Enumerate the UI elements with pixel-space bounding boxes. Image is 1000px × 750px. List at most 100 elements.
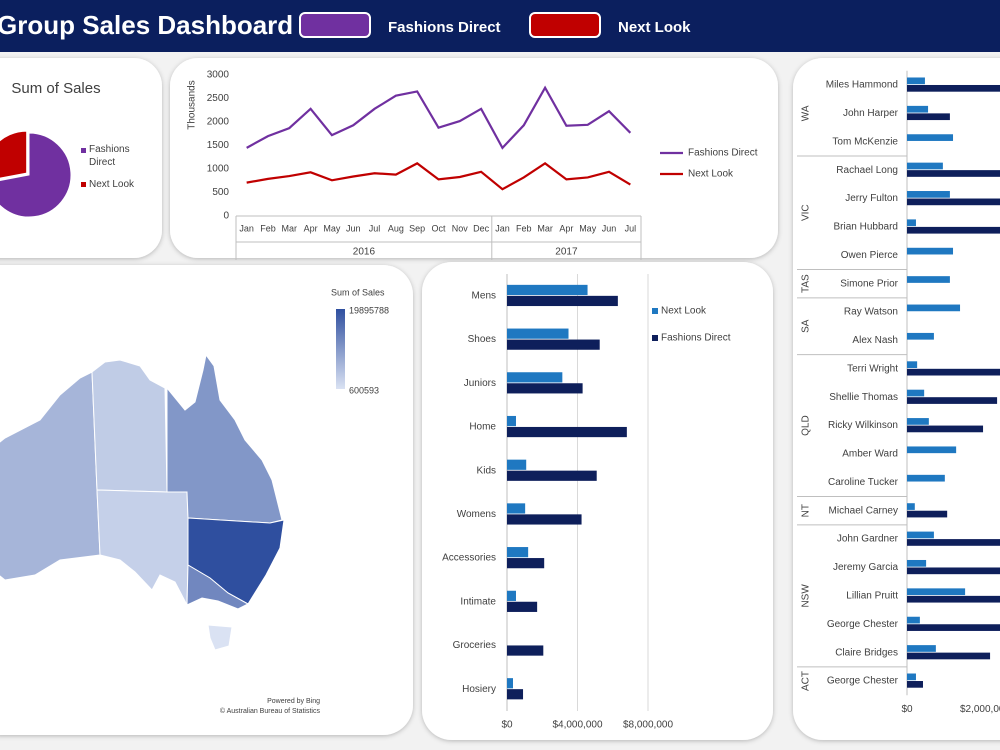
bar <box>907 368 1000 376</box>
bar <box>907 673 916 681</box>
y-tick-label: Jeremy Garcia <box>833 562 898 573</box>
bar <box>907 616 920 624</box>
y-tick-label: 2000 <box>207 117 230 128</box>
y-tick-label: 3000 <box>207 70 230 81</box>
legend-entry: Fashions Direct <box>89 144 130 168</box>
group-label: TAS <box>801 274 812 293</box>
bar <box>907 503 915 510</box>
y-tick-label: Mens <box>472 290 496 301</box>
region[interactable] <box>207 624 233 651</box>
y-tick-label: George Chester <box>827 619 899 630</box>
y-tick-label: Hosiery <box>462 684 496 695</box>
bar <box>507 459 527 470</box>
legend-swatch[interactable] <box>529 12 601 38</box>
x-tick-label: Nov <box>452 223 469 233</box>
legend-label: Next Look <box>688 169 734 180</box>
bar <box>507 547 529 558</box>
x-tick-label: $0 <box>501 720 513 731</box>
bar <box>907 226 1000 234</box>
y-tick-label: John Gardner <box>837 534 899 545</box>
bar <box>907 624 1000 631</box>
y-tick-label: Accessories <box>442 553 496 564</box>
bar <box>907 276 950 283</box>
legend-label: Next Look <box>89 179 135 190</box>
group-label: SA <box>801 319 812 333</box>
bar <box>907 77 925 85</box>
x-tick-label: Jul <box>369 223 381 233</box>
region[interactable] <box>166 353 283 524</box>
y-tick-label: Brian Hubbard <box>834 222 898 233</box>
y-tick-label: Shoes <box>468 334 496 345</box>
legend-label: Fashions Direct <box>661 333 731 344</box>
x-tick-label: Dec <box>473 223 490 233</box>
legend-label[interactable]: Next Look <box>618 19 691 36</box>
y-tick-label: Tom McKenzie <box>832 136 898 147</box>
pie-slice <box>0 132 72 218</box>
x-tick-label: Mar <box>537 223 553 233</box>
bar <box>907 247 954 255</box>
legend-label: Fashions Direct <box>688 148 758 159</box>
bar <box>907 105 929 113</box>
bar <box>907 474 945 482</box>
header-bar <box>0 0 1000 52</box>
bar <box>907 389 925 397</box>
x-tick-label: $0 <box>901 704 913 715</box>
bar <box>907 645 936 652</box>
legend-label: Next Look <box>661 306 707 317</box>
y-tick-label: Shellie Thomas <box>829 392 898 403</box>
y-tick-label: Home <box>469 422 496 433</box>
bar <box>907 397 998 404</box>
y-tick-label: Kids <box>477 465 496 476</box>
pie-title: Sum of Sales <box>11 80 100 97</box>
bar <box>907 595 1000 603</box>
legend-swatch[interactable] <box>299 12 371 38</box>
bar <box>907 198 1000 206</box>
bar <box>907 191 950 198</box>
y-tick-label: Juniors <box>464 378 496 389</box>
group-label: VIC <box>801 204 812 221</box>
bar <box>907 652 991 660</box>
map-credit: © Australian Bureau of Statistics <box>220 707 321 715</box>
bar <box>907 219 916 227</box>
bar <box>507 415 516 427</box>
y-tick-label: Michael Carney <box>829 505 898 516</box>
x-tick-label: Mar <box>282 223 298 233</box>
bar <box>907 588 966 596</box>
y-tick-label: Ricky Wilkinson <box>828 420 898 431</box>
y-tick-label: Terri Wright <box>847 363 898 374</box>
group-label: ACT <box>801 671 812 691</box>
bar <box>507 372 563 383</box>
bar <box>907 162 943 170</box>
bar <box>507 514 582 525</box>
bar <box>907 425 984 433</box>
map-credit: Powered by Bing <box>267 698 320 705</box>
bar <box>507 383 583 394</box>
legend-label[interactable]: Fashions Direct <box>388 19 501 36</box>
y-tick-label: 2500 <box>207 93 230 104</box>
x-tick-label: Oct <box>431 223 446 233</box>
y-tick-label: Ray Watson <box>844 307 898 318</box>
colorbar <box>336 309 345 389</box>
bar <box>907 446 957 454</box>
bar <box>507 339 600 350</box>
bar <box>507 590 516 601</box>
x-tick-label: Jul <box>625 223 637 233</box>
legend-marker <box>81 148 86 153</box>
legend-swatch <box>652 308 658 314</box>
legend-swatch <box>652 335 658 341</box>
region[interactable] <box>186 564 250 610</box>
y-tick-label: 1500 <box>207 140 230 151</box>
x-group-label: 2016 <box>353 247 376 258</box>
legend-entry: Next Look <box>89 179 135 190</box>
bar <box>907 361 918 369</box>
bar <box>907 539 1000 546</box>
dashboard-title: Group Sales Dashboard <box>0 10 293 40</box>
y-tick-label: Simone Prior <box>840 278 898 289</box>
bar <box>507 328 569 339</box>
bar <box>907 170 1000 177</box>
colorbar-title: Sum of Sales <box>331 287 385 297</box>
x-tick-label: May <box>323 223 341 233</box>
series-line <box>246 162 631 191</box>
